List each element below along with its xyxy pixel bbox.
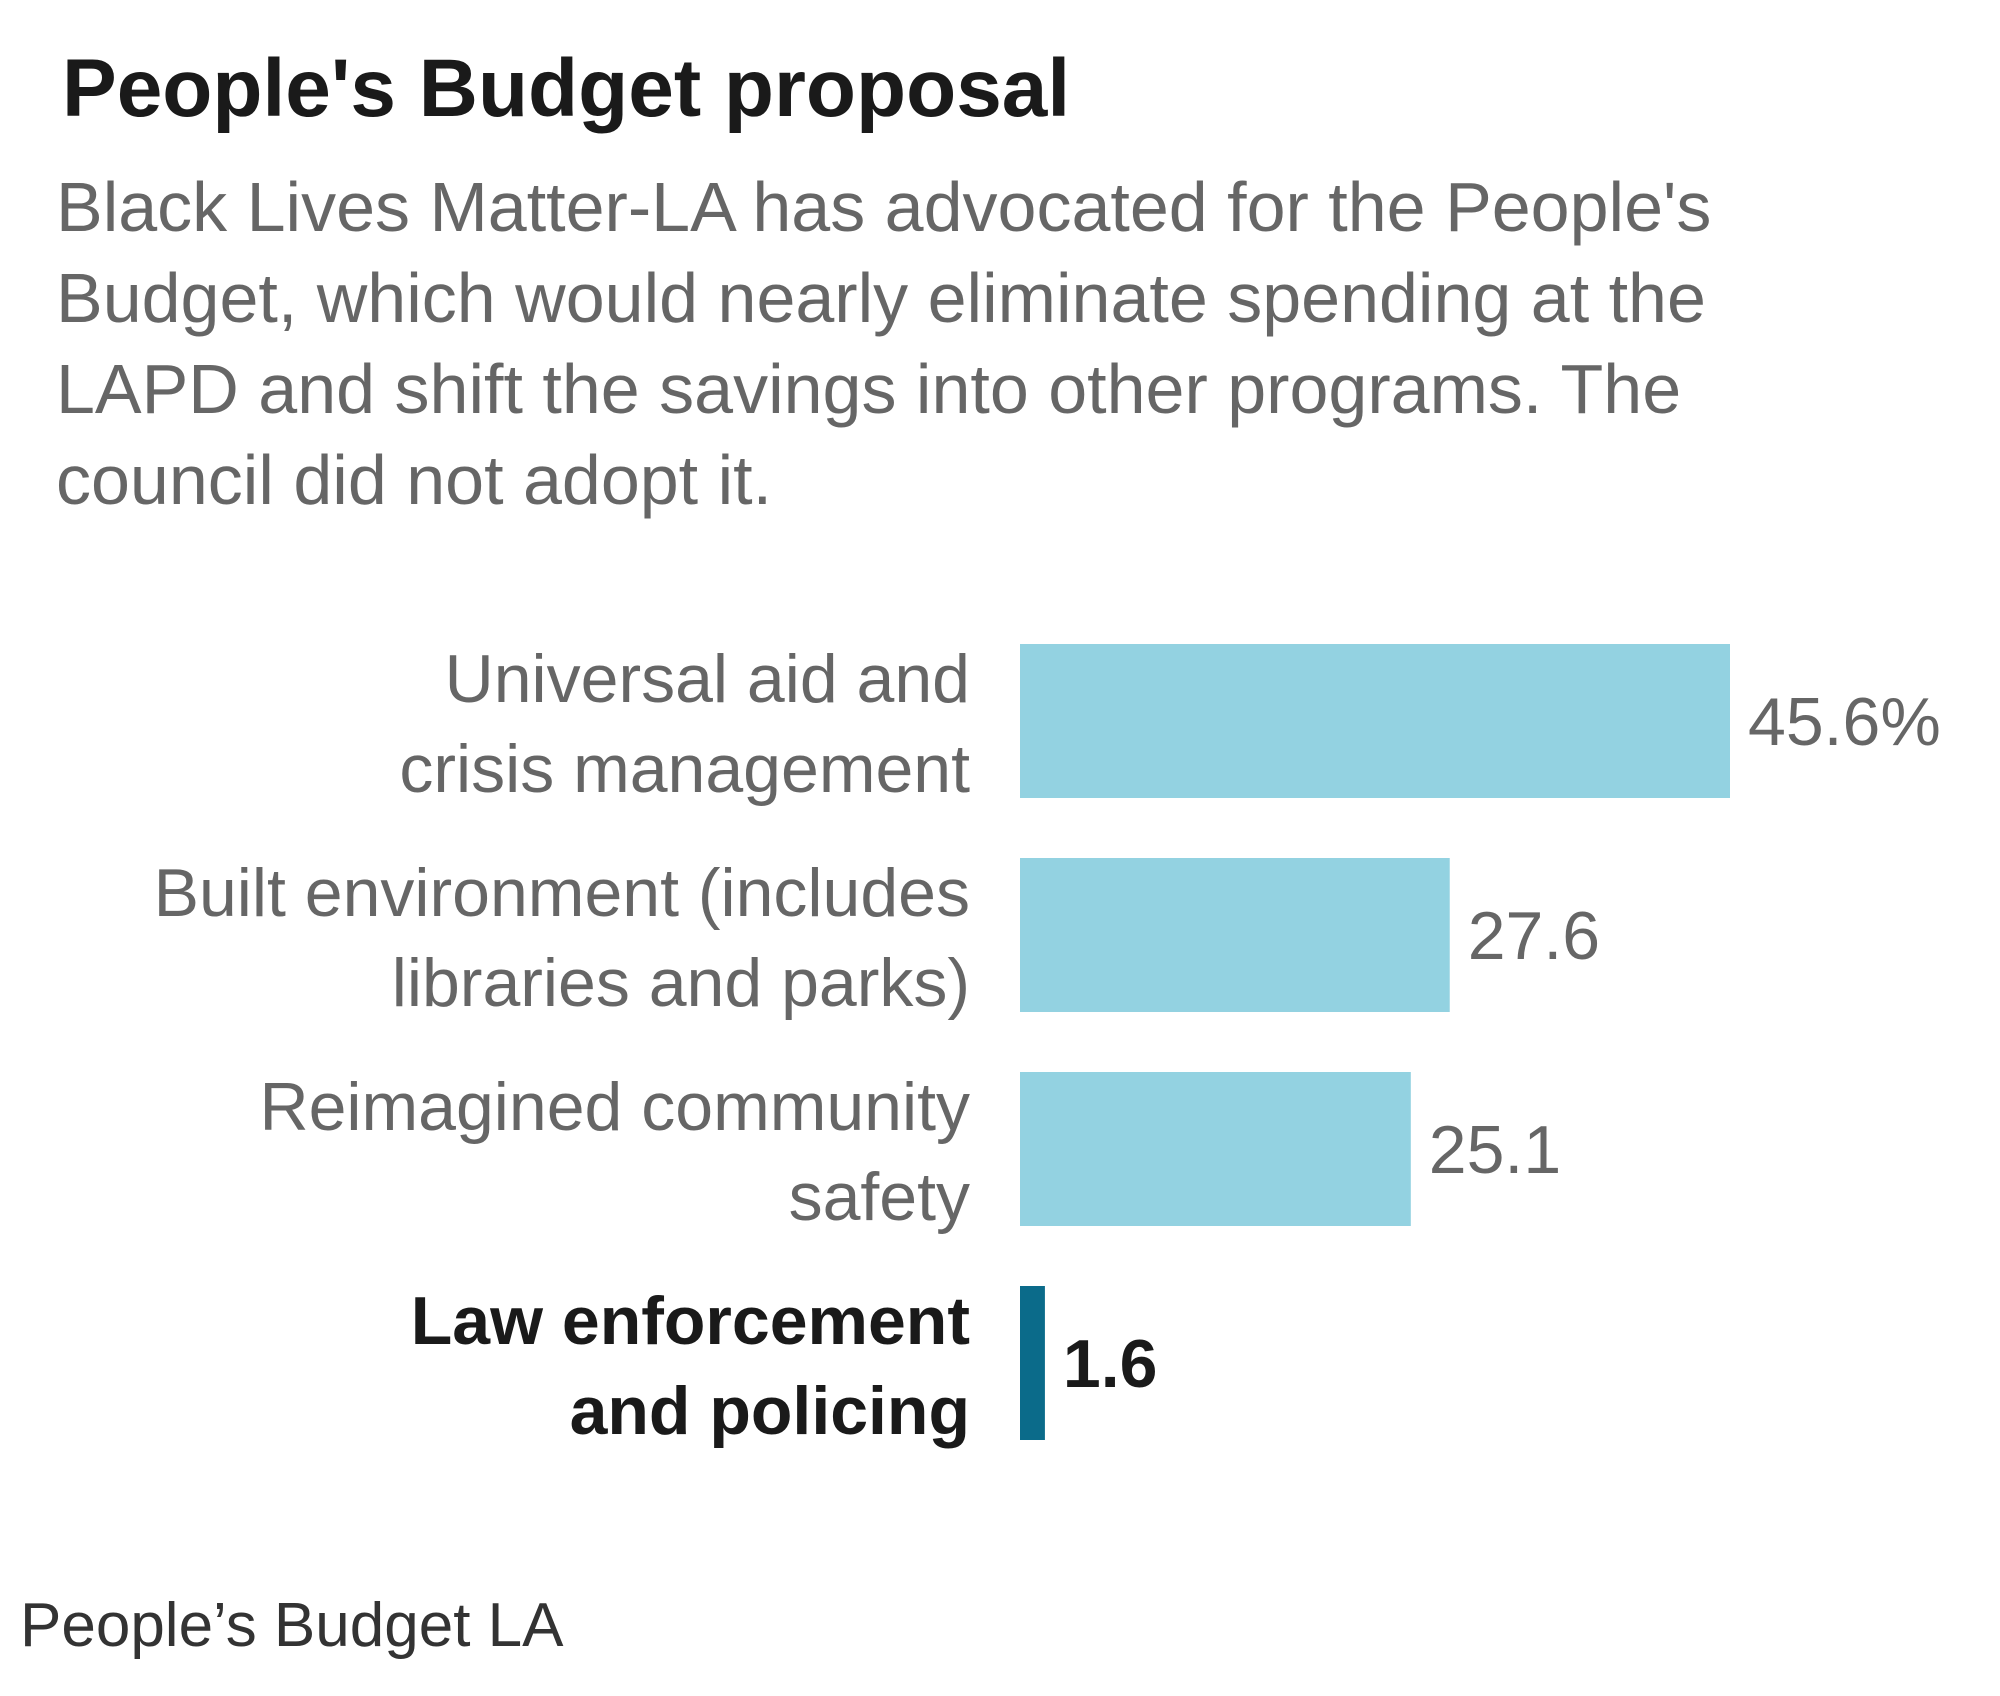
value-label-community-safety: 25.1 [1429,1112,1561,1188]
chart-subtitle: Black Lives Matter-LA has advocated for … [56,168,1712,519]
category-label-community-safety: Reimagined community safety [259,1069,970,1235]
bar-universal-aid [1020,644,1730,798]
value-label-universal-aid: 45.6% [1748,684,1941,760]
bar-law-enforcement [1020,1286,1045,1440]
category-label-universal-aid: Universal aid and crisis management [399,641,970,807]
source-note: People’s Budget LA [20,1591,564,1660]
value-label-built-environment: 27.6 [1468,898,1600,974]
chart-title: People's Budget proposal [62,43,1071,134]
category-label-law-enforcement: Law enforcement and policing [411,1283,970,1449]
bar-chart: Universal aid and crisis management 45.6% B… [154,641,1941,1449]
bar-community-safety [1020,1072,1411,1226]
category-label-built-environment: Built environment (includes libraries and… [154,855,970,1021]
bar-built-environment [1020,858,1450,1012]
value-label-law-enforcement: 1.6 [1063,1326,1158,1402]
